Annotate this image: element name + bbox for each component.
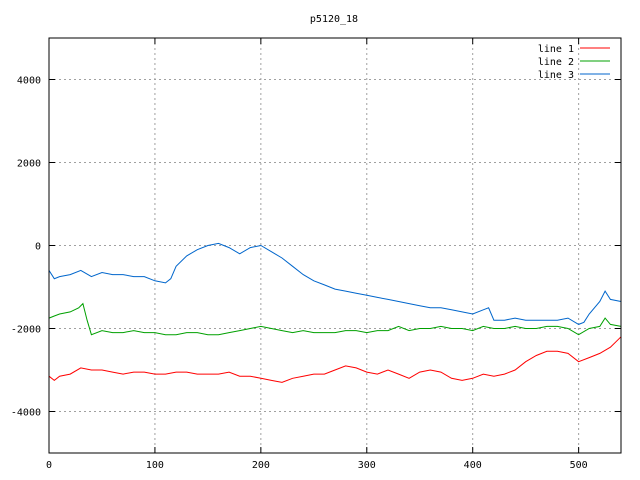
- x-tick-label: 300: [358, 460, 376, 471]
- series-line-3: [48, 242, 622, 325]
- y-tick-label: -4000: [11, 408, 41, 419]
- x-tick-label: 500: [570, 460, 588, 471]
- y-tick-label: 4000: [17, 76, 41, 87]
- x-axis: 0 100 200 300 400 500: [46, 38, 588, 471]
- legend: line 1 line 2 line 3: [538, 44, 610, 81]
- grid: [49, 38, 621, 453]
- legend-label-2: line 2: [538, 57, 574, 68]
- x-tick-label: 0: [46, 460, 52, 471]
- series-line-1: [48, 336, 622, 383]
- x-tick-label: 200: [252, 460, 270, 471]
- y-axis: -4000 -2000 0 2000 4000: [11, 76, 621, 419]
- x-tick-label: 400: [464, 460, 482, 471]
- x-tick-label: 100: [146, 460, 164, 471]
- y-tick-label: -2000: [11, 325, 41, 336]
- series-layer: [48, 242, 622, 383]
- series-line-2: [48, 302, 622, 336]
- y-tick-label: 2000: [17, 159, 41, 170]
- legend-label-3: line 3: [538, 70, 574, 81]
- y-tick-label: 0: [35, 242, 41, 253]
- chart-title: p5120_18: [310, 14, 358, 25]
- legend-label-1: line 1: [538, 44, 574, 55]
